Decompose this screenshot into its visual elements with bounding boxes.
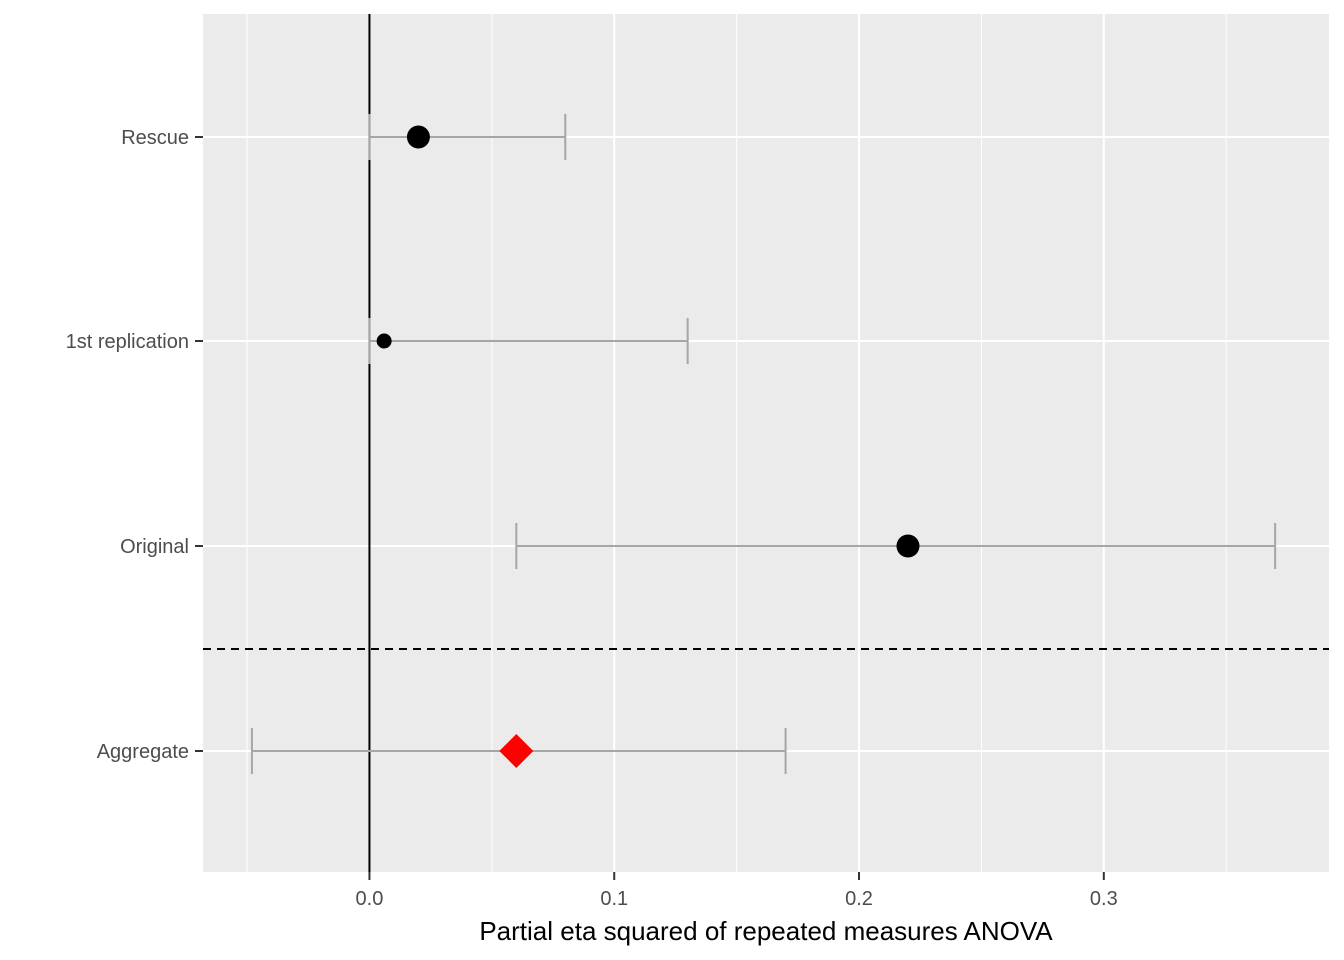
x-axis: 0.0 0.1 0.2 0.3 [356, 872, 1118, 910]
y-tick-label: Original [120, 536, 189, 558]
point-original [896, 534, 920, 558]
x-tick-label: 0.2 [845, 888, 873, 910]
point-1st-replication [376, 333, 392, 349]
errorbar-original [515, 523, 1277, 569]
point-rescue [406, 125, 430, 149]
point-estimates [376, 125, 920, 768]
errorbar-rescue [368, 114, 567, 160]
x-tick-label: 0.3 [1090, 888, 1118, 910]
errorbar-1st-replication [368, 318, 689, 364]
plot-panel [203, 14, 1329, 872]
y-axis: Rescue 1st replication Original Aggregate [66, 127, 203, 763]
minor-gridlines [246, 14, 1227, 872]
x-axis-title: Partial eta squared of repeated measures… [479, 916, 1053, 946]
y-tick-label: Aggregate [97, 741, 189, 763]
x-tick-label: 0.0 [356, 888, 384, 910]
point-aggregate [499, 734, 534, 768]
y-tick-label: Rescue [121, 127, 189, 149]
x-tick-label: 0.1 [600, 888, 628, 910]
y-tick-label: 1st replication [66, 331, 189, 353]
